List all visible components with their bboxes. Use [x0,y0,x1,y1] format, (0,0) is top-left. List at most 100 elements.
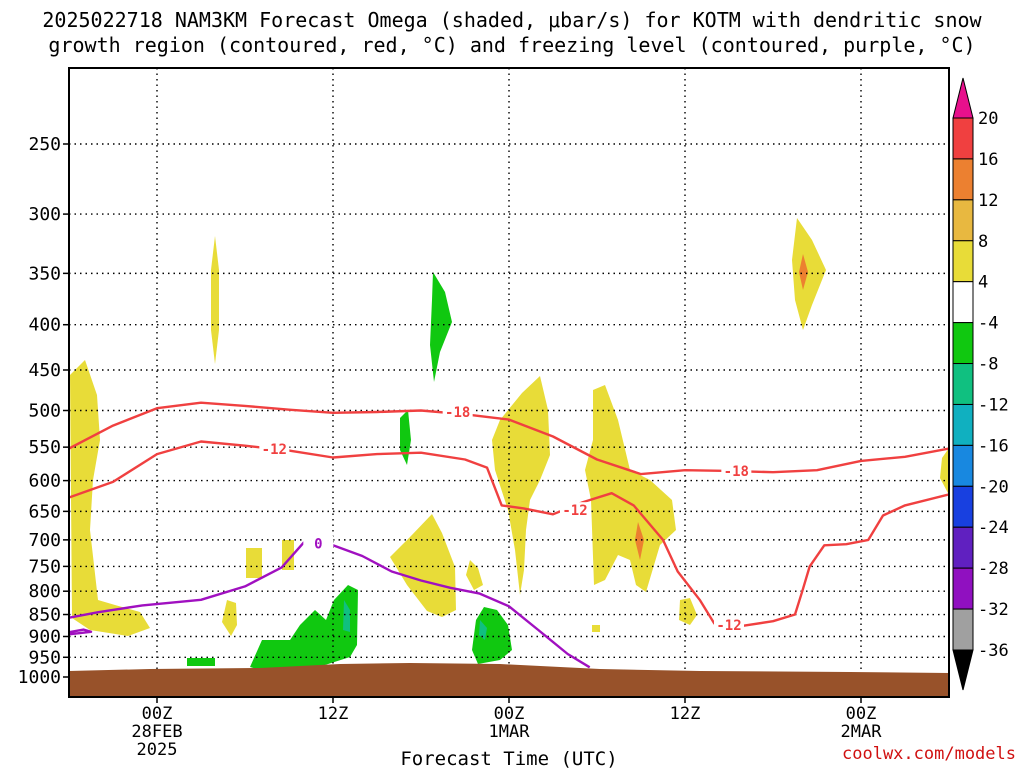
contour-label: -18 [724,464,749,480]
colorbar-segment [952,240,974,283]
colorbar-segment [952,526,974,569]
colorbar: 20 16 12 8 4 -4 -8 -12 -16 -20 -24 -28 -32 -36 [952,77,1009,691]
y-tick-label: 500 [28,401,61,422]
y-tick-label: 800 [28,581,61,602]
y-tick-label: 300 [28,204,61,225]
colorbar-segment [952,281,974,324]
colorbar-label: 8 [978,232,988,252]
contour-freezing-level-0 [69,628,93,636]
colorbar-label: -4 [978,314,998,334]
contour-label-bg [303,535,334,551]
contour-label: -12 [262,442,287,458]
colorbar-segment [952,608,974,651]
x-tick-label: 00Z [846,704,877,724]
omega-shade-region [70,360,150,636]
colorbar-label: 16 [978,150,998,170]
omega-shade-region [246,548,262,578]
contour-label: 0 [314,537,322,553]
contour-label-bg [714,617,744,633]
omega-shade-region [592,625,600,632]
chart-title-line-1: 2025022718 NAM3KM Forecast Omega (shaded… [42,8,982,32]
y-tick-label: 1000 [18,667,61,688]
time-gridlines [156,68,862,697]
y-tick-label: 900 [28,626,61,647]
contour-dgz-minus12 [69,440,949,627]
colorbar-label: -16 [978,436,1009,456]
omega-shade-region [492,376,550,595]
colorbar-segment [952,117,974,160]
omega-shade-region [940,448,949,495]
contour-label-bg [560,502,590,518]
x-tick-year: 2025 [137,740,178,760]
colorbar-label: -36 [978,641,1009,661]
site-credit: coolwx.com/models [842,744,1016,764]
omega-shade-region [585,385,676,592]
omega-shade-region [479,620,487,640]
y-tick-label: 350 [28,263,61,284]
omega-shade-region [187,658,215,666]
contour-label-bg [721,462,752,478]
contour-lines [69,401,949,669]
colorbar-segment [952,485,974,528]
omega-shade-region [222,600,237,636]
colorbar-segment [952,158,974,201]
contour-dgz-minus18 [69,401,949,476]
omega-shade-region [400,410,411,465]
omega-shade-region [390,514,456,617]
y-tick-label: 700 [28,530,61,551]
colorbar-segment [952,322,974,365]
contour-label: -12 [716,618,741,634]
omega-shade-region [466,560,483,590]
omega-shade-region [211,236,219,364]
omega-shade-region [799,254,808,290]
ground-terrain [69,663,949,697]
y-tick-label: 850 [28,605,61,626]
x-tick-label: 00Z [142,704,173,724]
y-tick-label: 750 [28,556,61,577]
x-tick-label: 00Z [494,704,525,724]
y-tick-label: 600 [28,471,61,492]
colorbar-segment [952,199,974,242]
colorbar-label: -12 [978,395,1009,415]
contour-label: -12 [562,503,587,519]
colorbar-label: -8 [978,355,998,375]
colorbar-segment [952,403,974,446]
colorbar-bottom-arrow [952,649,974,691]
contour-label: -18 [445,405,470,421]
omega-shade-region [472,607,512,664]
y-tick-label: 250 [28,134,61,155]
colorbar-label: 12 [978,191,998,211]
chart-title-line-2: growth region (contoured, red, °C) and f… [48,33,976,57]
omega-shade-region [430,272,452,382]
x-tick-date: 1MAR [489,722,531,742]
colorbar-label: 20 [978,109,998,129]
contour-labels: -18 -18 -12 -12 -12 0 [259,404,752,634]
colorbar-label: -20 [978,477,1009,497]
colorbar-label: 4 [978,273,988,293]
y-tick-label: 450 [28,360,61,381]
omega-shade-region [679,598,697,625]
grid [69,68,949,697]
y-tick-label: 550 [28,437,61,458]
colorbar-segment [952,444,974,487]
contour-label-bg [259,441,290,457]
x-tick-label: 12Z [670,704,701,724]
omega-shade-region [250,585,358,670]
omega-shade-region [635,522,644,560]
y-tick-label: 400 [28,315,61,336]
colorbar-top-arrow [952,77,974,119]
contour-label-bg [442,404,473,420]
omega-shade-region [343,600,350,632]
colorbar-label: -32 [978,600,1009,620]
x-tick-date: 2MAR [841,722,883,742]
contour-freezing-level-0 [69,541,591,669]
x-tick-label: 12Z [318,704,349,724]
y-tick-label: 650 [28,501,61,522]
omega-shade-region [792,218,826,330]
pressure-axis: 250 300 350 400 450 500 550 600 650 700 750 800 8509… [18,134,69,688]
x-axis-label: Forecast Time (UTC) [400,748,617,768]
colorbar-label: -28 [978,559,1009,579]
colorbar-segment [952,363,974,405]
